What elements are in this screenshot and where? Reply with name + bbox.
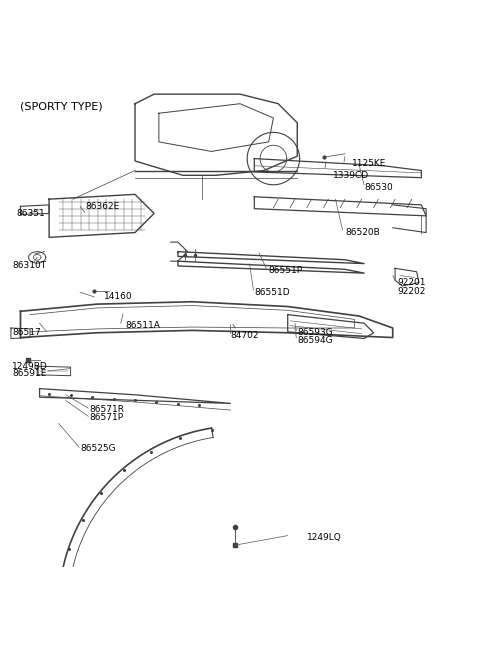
Text: 1249LQ: 1249LQ — [307, 533, 342, 543]
Text: (SPORTY TYPE): (SPORTY TYPE) — [21, 101, 103, 111]
Text: 1249BD: 1249BD — [12, 361, 48, 371]
Text: 1125KE: 1125KE — [352, 159, 386, 168]
Text: 86520B: 86520B — [345, 228, 380, 237]
Text: 86551D: 86551D — [254, 288, 290, 297]
Text: 86517: 86517 — [12, 328, 41, 337]
Text: 86594G: 86594G — [297, 337, 333, 346]
Text: 86351: 86351 — [17, 209, 46, 218]
Text: 14160: 14160 — [104, 293, 132, 302]
Text: 86530: 86530 — [364, 183, 393, 192]
Text: 92202: 92202 — [397, 287, 426, 296]
Text: 86310T: 86310T — [12, 262, 46, 270]
Text: 86511A: 86511A — [125, 321, 160, 330]
Text: 86571R: 86571R — [90, 405, 125, 414]
Text: 86525G: 86525G — [80, 443, 116, 453]
Text: 86362E: 86362E — [85, 202, 119, 211]
Text: 92201: 92201 — [397, 278, 426, 287]
Text: 86593G: 86593G — [297, 328, 333, 337]
Text: 86551P: 86551P — [269, 266, 303, 276]
Text: 84702: 84702 — [230, 331, 259, 340]
Text: 86571P: 86571P — [90, 413, 124, 422]
Text: 1339CD: 1339CD — [333, 171, 369, 180]
Text: 86591E: 86591E — [12, 369, 46, 378]
